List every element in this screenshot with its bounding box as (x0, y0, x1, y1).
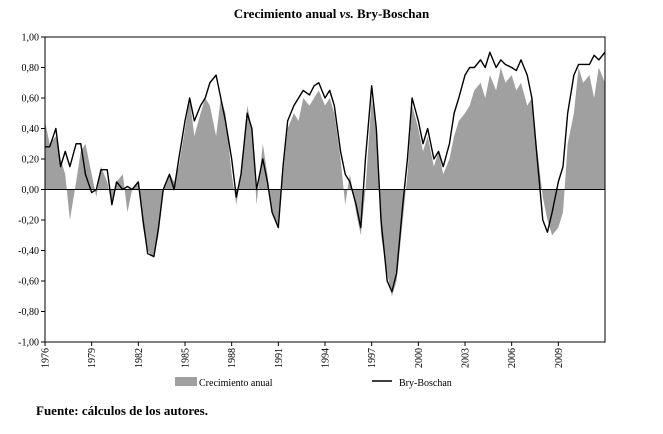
x-tick-label: 1994 (321, 348, 332, 368)
x-tick-label: 2006 (507, 348, 518, 368)
y-tick-label: 0,20 (22, 155, 40, 166)
x-tick-label: 1982 (134, 348, 145, 368)
legend-swatch-area (175, 377, 197, 386)
x-tick-label: 1988 (227, 348, 238, 368)
chart-title-main: Crecimiento anual (233, 6, 340, 21)
area-series-crecimiento-anual (45, 67, 605, 297)
legend: Crecimiento anual Bry-Boschan (175, 377, 452, 389)
y-tick-label: -0,80 (18, 307, 39, 318)
x-tick-label: 2000 (414, 348, 425, 368)
y-tick-label: -0,40 (18, 246, 39, 257)
y-tick-label: 0,00 (22, 185, 40, 196)
x-tick-label: 2009 (554, 348, 565, 368)
area-series-layer (45, 67, 605, 297)
chart-title-vs: vs. (339, 6, 354, 21)
x-tick-label: 1979 (87, 348, 98, 368)
chart-title: Crecimiento anual vs. Bry-Boschan (0, 6, 663, 22)
legend-label-line: Bry-Boschan (399, 378, 452, 389)
x-tick-label: 2003 (461, 348, 472, 368)
y-tick-label: -1,00 (18, 338, 39, 349)
x-tick-label: 1997 (367, 348, 378, 368)
legend-label-area: Crecimiento anual (199, 378, 273, 389)
y-tick-label: 1,00 (22, 33, 40, 44)
x-tick-label: 1991 (274, 348, 285, 368)
y-axis-layer: 1,00 0,80 0,60 0,40 0,20 0,00 -0,20 -0,40 -0,60 -… (18, 33, 45, 349)
y-tick-label: 0,80 (22, 63, 40, 74)
x-tick-label: 1985 (181, 348, 192, 368)
line-series-bry-boschan (45, 51, 606, 293)
x-axis-layer: 1976 1979 1982 1985 1988 1991 1994 1997 2000 2003… (41, 342, 565, 368)
chart-title-rest: Bry-Boschan (353, 6, 430, 21)
x-tick-label: 1976 (41, 348, 52, 368)
y-tick-label: -0,20 (18, 216, 39, 227)
line-series-layer (45, 51, 606, 293)
source-note: Fuente: cálculos de los autores. (36, 403, 208, 418)
y-tick-label: 0,60 (22, 94, 40, 105)
y-tick-label: -0,60 (18, 277, 39, 288)
y-tick-label: 0,40 (22, 124, 40, 135)
